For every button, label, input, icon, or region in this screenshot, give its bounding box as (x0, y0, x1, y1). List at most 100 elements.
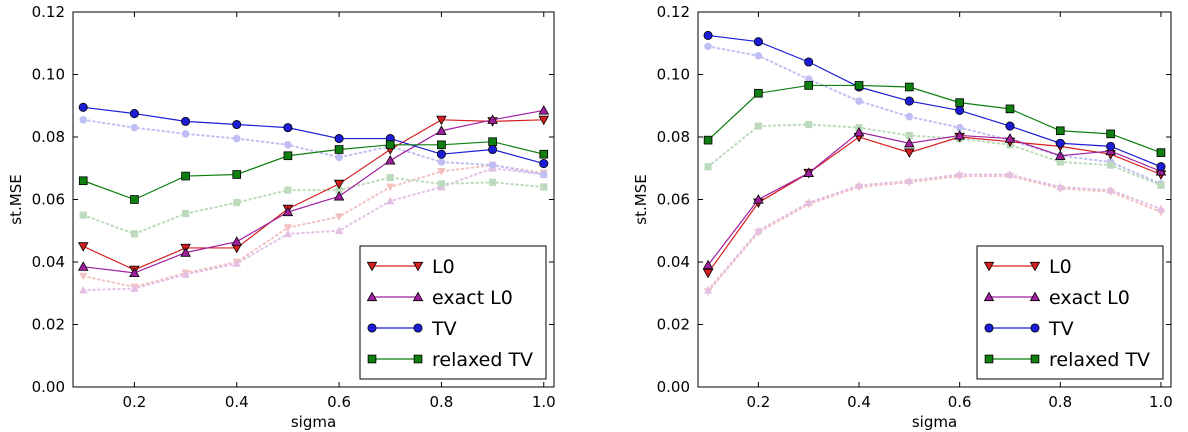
data-point (232, 119, 242, 130)
y-tick-label: 0.02 (32, 316, 65, 334)
legend-marker (367, 323, 377, 333)
data-point (703, 30, 713, 40)
faded-data-point (79, 116, 88, 124)
data-point (232, 170, 242, 179)
legend-marker (413, 354, 423, 364)
data-point (1106, 141, 1116, 151)
legend-marker (366, 291, 378, 302)
faded-series-line (707, 173, 1162, 292)
data-point (180, 247, 191, 257)
data-point (488, 137, 497, 146)
faded-data-point (1157, 181, 1165, 190)
legend-label: L0 (1049, 256, 1072, 278)
data-point (905, 82, 914, 92)
data-point (904, 96, 914, 106)
data-point (904, 148, 915, 159)
x-tick-label: 0.4 (847, 393, 871, 411)
y-tick-label: 0.10 (657, 66, 690, 84)
legend-label: relaxed TV (1049, 349, 1150, 371)
y-tick-label: 0.08 (32, 128, 65, 146)
legend-label: TV (431, 318, 457, 340)
faded-data-point (754, 51, 763, 60)
faded-data-point (284, 141, 292, 149)
data-point (77, 261, 89, 271)
data-point (702, 268, 714, 279)
x-tick-label: 0.8 (429, 393, 453, 411)
y-tick-label: 0.00 (32, 378, 65, 396)
data-point (754, 88, 763, 98)
data-point (436, 115, 447, 126)
faded-data-point (754, 226, 763, 235)
data-point (753, 37, 763, 47)
faded-data-point (804, 198, 813, 206)
data-point (334, 145, 344, 154)
legend-marker (983, 261, 995, 272)
faded-data-point (181, 270, 190, 278)
legend: L0 exact L0 TV relaxed TV (359, 245, 547, 380)
y-tick-label: 0.12 (32, 3, 65, 21)
faded-data-point (232, 134, 241, 143)
faded-data-point (283, 229, 293, 238)
data-point (333, 179, 345, 190)
faded-data-point (233, 199, 241, 207)
data-point (488, 144, 498, 155)
data-point (334, 134, 344, 144)
x-tick-label: 1.0 (1149, 393, 1173, 411)
faded-data-point (79, 211, 87, 219)
faded-data-point (284, 186, 292, 194)
data-point (437, 140, 446, 150)
x-axis-label: sigma (912, 413, 957, 431)
data-point (436, 125, 447, 135)
faded-data-point (905, 112, 914, 121)
data-point (181, 171, 190, 181)
data-point (803, 167, 814, 178)
data-point (703, 135, 713, 145)
data-point (385, 140, 395, 150)
data-point (539, 149, 549, 159)
data-point (538, 115, 550, 126)
x-axis-label: sigma (291, 413, 336, 431)
faded-data-point (437, 158, 446, 166)
faded-data-point (905, 176, 914, 185)
legend-marker (412, 261, 424, 272)
data-point (77, 242, 89, 252)
faded-series-line (707, 175, 1162, 293)
faded-data-point (540, 183, 548, 191)
legend-marker (984, 354, 994, 364)
faded-data-point (1056, 182, 1065, 191)
x-tick-label: 0.2 (122, 393, 146, 411)
data-point (1156, 162, 1166, 172)
y-axis-label: st.MSE (632, 174, 650, 224)
faded-data-point (437, 168, 446, 176)
faded-data-point (283, 224, 293, 232)
data-point (1055, 150, 1066, 160)
faded-data-point (539, 170, 548, 179)
legend-marker (413, 323, 423, 333)
series-line-1 (82, 119, 544, 271)
y-tick-label: 0.04 (657, 253, 690, 271)
data-point (1055, 138, 1065, 148)
legend-marker (412, 291, 424, 302)
legend-marker (367, 354, 377, 364)
legend-label: exact L0 (1049, 287, 1130, 309)
data-point (955, 98, 964, 107)
faded-data-point (1106, 185, 1115, 194)
faded-data-point (1005, 170, 1015, 178)
data-point (539, 159, 549, 169)
series-line-4 (707, 84, 1162, 154)
faded-data-point (754, 122, 762, 130)
data-point (904, 137, 915, 148)
data-point (702, 259, 714, 270)
faded-data-point (334, 226, 344, 235)
data-point (804, 81, 814, 90)
legend-marker (983, 291, 995, 302)
x-tick-label: 0.4 (225, 393, 249, 411)
faded-data-point (955, 123, 964, 132)
x-tick-label: 0.2 (746, 393, 770, 411)
chart-panel-1: 0.00 0.02 0.04 0.06 0.08 0.10 0.12 0.2 0.4 0.6 0.8… (7, 3, 556, 431)
data-point (436, 149, 446, 159)
legend-label: L0 (432, 256, 455, 278)
faded-series-line (82, 167, 545, 292)
faded-data-point (181, 130, 190, 138)
